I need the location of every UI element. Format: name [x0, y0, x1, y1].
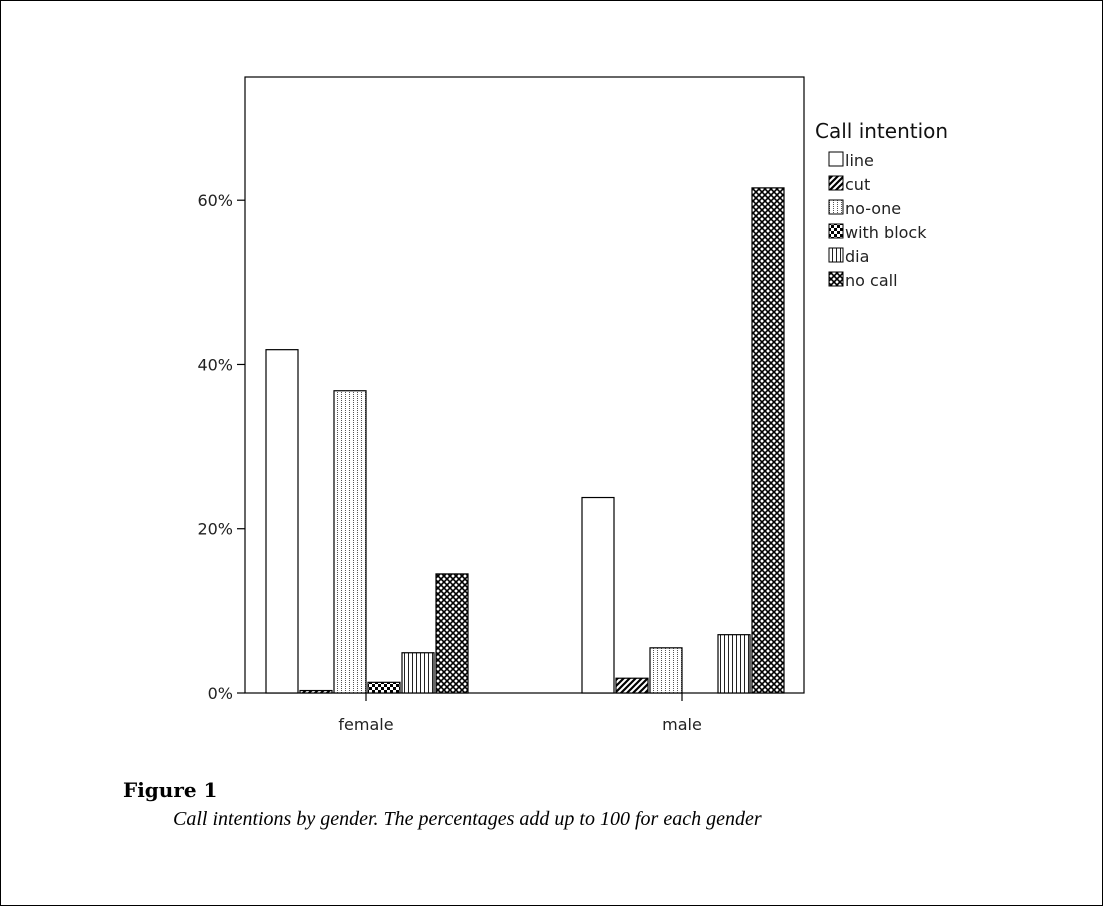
figure-caption: Call intentions by gender. The percentag…: [173, 808, 762, 830]
y-axis: 0% 20% 40% 60%: [197, 191, 245, 703]
bar-male-no-one: [649, 647, 683, 694]
bar-female-line: [265, 349, 299, 694]
legend-label: line: [845, 151, 874, 170]
legend-swatch-with-block: [828, 223, 844, 239]
y-tick-label: 40%: [197, 355, 233, 374]
legend-label: no call: [845, 271, 898, 290]
bar-male-no-call: [751, 187, 785, 694]
x-axis: female male: [338, 693, 702, 734]
legend-swatch-no-one: [828, 199, 844, 215]
bar-female-with-block: [367, 681, 401, 694]
legend-label: with block: [845, 223, 927, 242]
x-category-label: female: [338, 715, 393, 734]
bar-male-cut: [615, 677, 649, 694]
y-tick-label: 0%: [208, 684, 233, 703]
legend-swatch-cut: [828, 175, 844, 191]
x-category-label: male: [662, 715, 702, 734]
bars: [265, 187, 785, 694]
plot-area: [244, 76, 805, 694]
bar-female-cut: [299, 689, 333, 694]
bar-female-no-one: [333, 390, 367, 694]
legend-swatch-dia: [828, 247, 844, 263]
y-tick-label: 20%: [197, 520, 233, 539]
bar-female-dia: [401, 652, 435, 694]
legend-label: no-one: [845, 199, 901, 218]
legend-label: cut: [845, 175, 870, 194]
legend-swatch-no-call: [828, 271, 844, 287]
bar-male-dia: [717, 634, 751, 694]
y-tick-label: 60%: [197, 191, 233, 210]
legend-label: dia: [845, 247, 869, 266]
legend-swatch-line: [828, 151, 844, 167]
bar-female-no-call: [435, 573, 469, 694]
figure-title: Figure 1: [123, 778, 218, 802]
bar-male-line: [581, 496, 615, 694]
legend-title: Call intention: [815, 119, 948, 143]
legend: Call intention line cut no-one with block dia…: [815, 119, 948, 290]
